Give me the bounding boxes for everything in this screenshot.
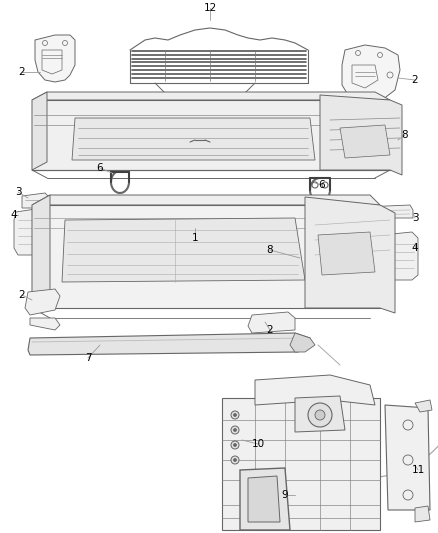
Circle shape <box>231 441 239 449</box>
Text: 12: 12 <box>203 3 217 13</box>
Polygon shape <box>295 396 345 432</box>
Polygon shape <box>30 318 60 330</box>
Polygon shape <box>32 100 390 170</box>
Text: 2: 2 <box>19 67 25 77</box>
Polygon shape <box>62 218 305 282</box>
Text: 2: 2 <box>267 325 273 335</box>
Text: 10: 10 <box>251 439 265 449</box>
Polygon shape <box>340 125 390 158</box>
Text: 4: 4 <box>412 243 418 253</box>
Text: 2: 2 <box>19 290 25 300</box>
Polygon shape <box>72 118 315 160</box>
Circle shape <box>233 443 237 447</box>
Polygon shape <box>255 375 375 405</box>
Polygon shape <box>415 506 430 522</box>
Polygon shape <box>25 289 60 315</box>
Polygon shape <box>32 195 50 308</box>
Circle shape <box>315 410 325 420</box>
Polygon shape <box>32 92 390 100</box>
Text: 3: 3 <box>15 187 21 197</box>
Polygon shape <box>240 468 290 530</box>
Polygon shape <box>337 205 413 218</box>
Polygon shape <box>32 195 380 205</box>
Polygon shape <box>32 205 380 308</box>
Circle shape <box>233 458 237 462</box>
Polygon shape <box>14 208 50 255</box>
Text: 6: 6 <box>97 163 103 173</box>
Polygon shape <box>380 232 418 280</box>
Circle shape <box>231 411 239 419</box>
Circle shape <box>233 414 237 416</box>
Polygon shape <box>318 232 375 275</box>
Circle shape <box>231 456 239 464</box>
Polygon shape <box>342 45 400 103</box>
Circle shape <box>233 429 237 432</box>
Polygon shape <box>385 405 430 510</box>
Text: 7: 7 <box>85 353 91 363</box>
Text: 11: 11 <box>411 465 424 475</box>
Polygon shape <box>28 333 310 355</box>
Text: 4: 4 <box>11 210 18 220</box>
Polygon shape <box>415 400 432 412</box>
Text: 1: 1 <box>192 233 198 243</box>
Text: 8: 8 <box>402 130 408 140</box>
Text: 6: 6 <box>319 180 325 190</box>
Polygon shape <box>222 398 380 530</box>
Text: 2: 2 <box>412 75 418 85</box>
Text: 3: 3 <box>412 213 418 223</box>
Polygon shape <box>35 35 75 82</box>
Polygon shape <box>320 95 402 175</box>
Polygon shape <box>32 92 47 170</box>
Circle shape <box>231 426 239 434</box>
Polygon shape <box>248 476 280 522</box>
Polygon shape <box>22 193 50 208</box>
Polygon shape <box>248 312 295 333</box>
Text: 9: 9 <box>282 490 288 500</box>
Polygon shape <box>290 333 315 352</box>
Text: 8: 8 <box>267 245 273 255</box>
Circle shape <box>308 403 332 427</box>
Polygon shape <box>305 197 395 313</box>
